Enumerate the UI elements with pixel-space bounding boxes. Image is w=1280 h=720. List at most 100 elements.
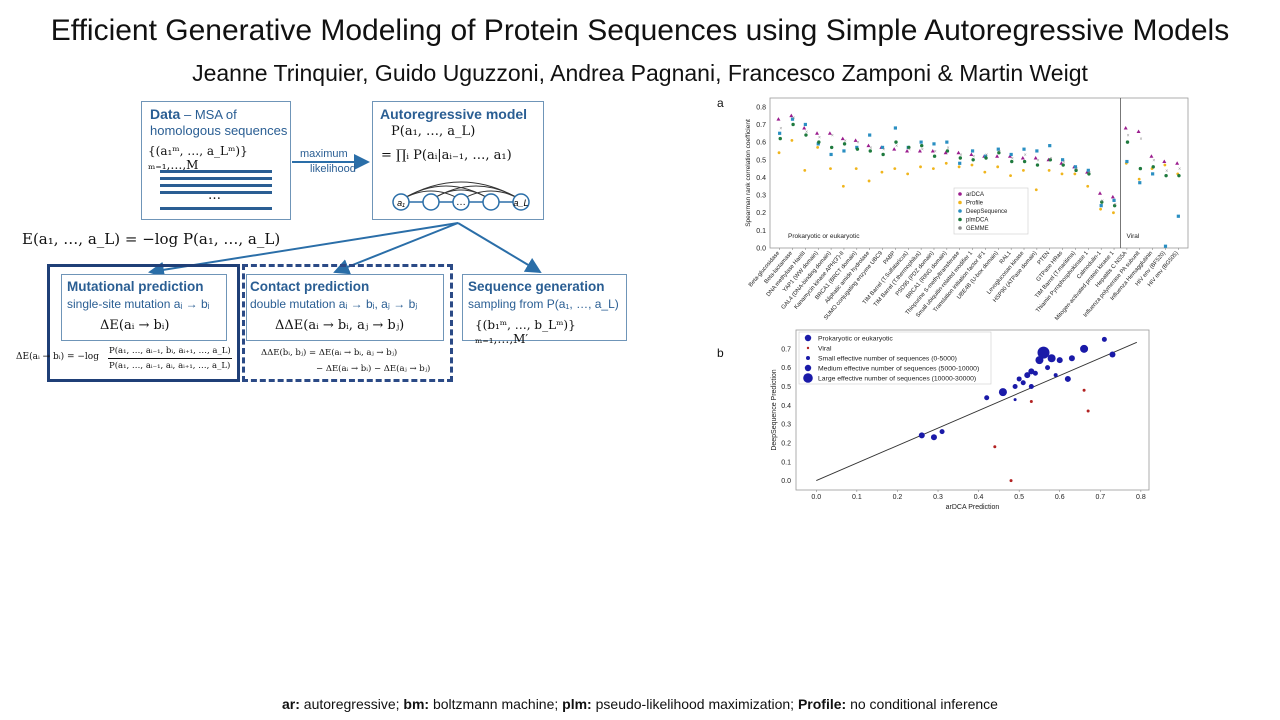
chart-a-point <box>1112 198 1116 202</box>
chart-b-point <box>1037 346 1050 359</box>
chart-a-point <box>829 167 832 170</box>
chart-a-point: × <box>972 154 975 160</box>
chart-a-point: × <box>1140 137 1143 143</box>
chart-b-ytick: 0.2 <box>781 440 791 447</box>
chart-a-point: × <box>869 145 872 151</box>
chart-a-point: × <box>1152 158 1155 164</box>
chart-a-point: × <box>779 126 782 132</box>
footer-val-plm: pseudo-likelihood maximization; <box>591 696 798 712</box>
arrow-to-contact <box>333 222 459 275</box>
chart-a-point <box>906 172 910 176</box>
chart-a-point <box>1163 163 1167 167</box>
chart-a-point: × <box>1049 156 1052 162</box>
chart-a-ytick: 0.1 <box>756 228 766 235</box>
chart-a-point <box>1073 172 1077 176</box>
chart-a-point <box>944 161 948 165</box>
chart-b-xtick: 0.7 <box>1095 494 1105 501</box>
chart-a-point <box>957 165 961 169</box>
chart-a-point <box>854 167 858 170</box>
chart-a-point <box>1087 172 1091 176</box>
chart-a-point <box>778 131 782 135</box>
footer-val-bm: boltzmann machine; <box>429 696 563 712</box>
chart-a-point: × <box>1075 167 1078 173</box>
chart-a-point: × <box>1011 156 1014 162</box>
chart-a-legend-marker <box>958 200 962 205</box>
chart-a-point <box>842 149 846 153</box>
chart-a-point <box>841 184 845 188</box>
contact-outer <box>242 264 453 382</box>
chart-a-point <box>996 165 1000 169</box>
mutational-box: Mutational prediction single-site mutati… <box>61 274 227 341</box>
chart-b-ylabel: DeepSequence Prediction <box>771 369 778 450</box>
mut-box-subtitle: single-site mutation aᵢ → bᵢ <box>67 297 210 311</box>
chart-b-point <box>1020 380 1026 386</box>
data-box-formula: {(a₁ᵐ, …, a_Lᵐ)}ₘ₌₁,…,M <box>148 144 248 172</box>
chart-a-point: × <box>882 147 885 153</box>
chart-a-point: × <box>947 145 950 151</box>
chart-a-point <box>956 150 961 155</box>
chart-b-point <box>1080 344 1089 353</box>
panel-a-letter: a <box>717 96 724 110</box>
chart-a-point <box>827 131 832 135</box>
chart-a-legend-label: plmDCA <box>966 218 988 224</box>
chart-a-point <box>907 145 911 150</box>
chart-a-legend-label: GEMME <box>966 226 989 232</box>
panel-b-letter: b <box>717 346 724 360</box>
chart-b-ytick: 0.1 <box>781 459 791 466</box>
chart-b-legend-label: Viral <box>818 346 832 353</box>
footer-legend: ar: autoregressive; bm: boltzmann machin… <box>0 696 1280 712</box>
chart-b-point <box>1012 383 1018 389</box>
chart-b-diagonal <box>816 341 1138 482</box>
chart-a-point <box>868 149 872 153</box>
chart-b-point <box>1032 370 1038 376</box>
mut-eq-den: P(a₁, …, aᵢ₋₁, aᵢ, aᵢ₊₁, …, a_L) <box>109 361 231 371</box>
chart-b-ytick: 0.0 <box>781 478 791 485</box>
chart-a-point: × <box>921 147 924 153</box>
data-box-subtitle: – MSA of <box>183 107 237 122</box>
chart-b-legend-marker <box>804 364 812 372</box>
ar-box-title: Autoregressive model <box>380 106 528 122</box>
chart-b-legend-marker <box>804 334 812 342</box>
chart-b-ytick: 0.5 <box>781 384 791 391</box>
arrow-to-mutation <box>148 222 459 278</box>
chart-b-point <box>939 429 945 435</box>
chart-a-point <box>1009 174 1012 178</box>
chart-b-point <box>1028 383 1034 389</box>
chart-a-ytick: 0.0 <box>756 246 766 253</box>
chart-b-point <box>1024 372 1031 379</box>
chart-a-point <box>1163 244 1168 248</box>
chart-a-point <box>1112 211 1115 215</box>
chart-a-point <box>919 165 922 169</box>
chart-b-xlabel: arDCA Prediction <box>946 504 1000 511</box>
node-first: a₁ <box>397 198 405 208</box>
footer-val-profile: no conditional inference <box>846 696 998 712</box>
node-dots: … <box>456 197 466 208</box>
chart-a-point <box>802 126 807 130</box>
chart-a-ytick: 0.2 <box>756 210 766 217</box>
chart-a-ytick: 0.6 <box>756 140 766 147</box>
chart-a-point <box>790 117 795 121</box>
chart-a-point <box>1022 159 1027 164</box>
chart-a-point <box>930 148 935 153</box>
chart-a-point <box>1099 204 1103 208</box>
contact-box-formula: ΔΔE(aᵢ → bᵢ, aⱼ → bⱼ) <box>275 318 405 333</box>
chart-a-point <box>881 152 885 157</box>
chart-a-point <box>1073 165 1078 169</box>
chart-a-point <box>829 145 834 150</box>
chart-a-point <box>958 161 962 165</box>
footer-key-plm: plm: <box>562 696 592 712</box>
chart-a-point <box>1176 214 1180 218</box>
chart-b-ytick: 0.6 <box>781 365 791 372</box>
gen-box-subtitle: sampling from P(a₁, …, a_L) <box>468 297 619 311</box>
chart-a-point <box>1099 207 1102 211</box>
chart-b-legend-label: Large effective number of sequences (100… <box>818 376 976 383</box>
chart-a-point <box>1100 200 1104 204</box>
chart-a-point <box>1112 203 1117 208</box>
chart-a-point: × <box>1088 170 1091 176</box>
chart-b-point <box>1082 388 1086 392</box>
chart-a-spearman: 0.0 0.1 0.2 0.3 0.4 0.5 0.6 0.7 0.8 Spearman rank… <box>745 97 1189 322</box>
chart-a-legend-label: DeepSequence <box>966 209 1008 215</box>
chart-a-point <box>842 142 847 146</box>
data-box: Data – MSA of homologous sequences {(a₁ᵐ… <box>141 101 291 220</box>
chart-a-point <box>893 167 897 170</box>
